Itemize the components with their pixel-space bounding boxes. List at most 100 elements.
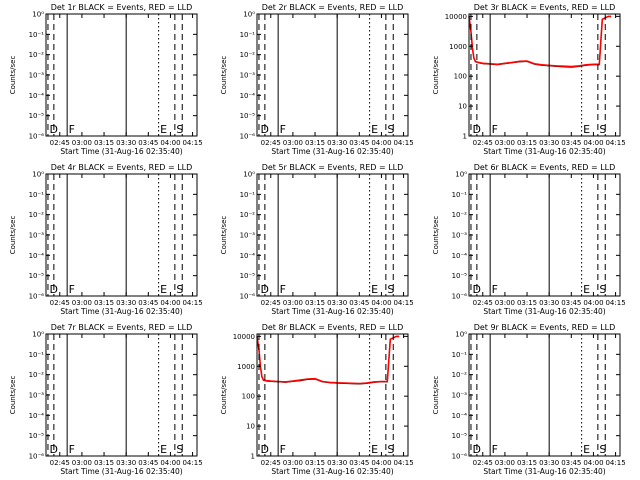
x-axis-label: Start Time (31-Aug-16 02:35:40) (60, 467, 182, 476)
x-tick-label: 04:00 (583, 139, 603, 147)
chart-panel: Det 1r BLACK = Events, RED = LLDDFES02:4… (9, 3, 203, 156)
chart-title: Det 4r BLACK = Events, RED = LLD (51, 163, 193, 172)
y-tick-label: 10⁻⁶ (29, 133, 45, 141)
y-tick-label: 10⁻² (29, 51, 45, 59)
x-tick-label: 02:45 (261, 139, 281, 147)
x-tick-label: 04:00 (371, 459, 391, 467)
x-tick-label: 03:00 (72, 299, 92, 307)
x-tick-label: 03:15 (305, 459, 325, 467)
event-marker-label: E (371, 283, 378, 296)
x-tick-label: 04:00 (371, 139, 391, 147)
y-tick-label: 10⁻³ (29, 72, 45, 80)
y-tick-label: 10⁻³ (452, 232, 468, 240)
event-marker-label: S (387, 283, 394, 296)
x-tick-label: 03:15 (517, 299, 537, 307)
y-tick-label: 10⁻⁴ (240, 252, 256, 260)
y-axis-label: Counts/sec (9, 376, 17, 415)
x-tick-label: 03:15 (94, 459, 114, 467)
y-tick-label: 10⁻⁶ (240, 293, 256, 301)
chart-panel: Det 7r BLACK = Events, RED = LLDDFES02:4… (9, 323, 203, 476)
x-tick-label: 03:30 (327, 459, 347, 467)
event-marker-label: S (176, 283, 183, 296)
y-tick-label: 1000 (237, 363, 255, 371)
y-axis-label: Counts/sec (220, 56, 228, 95)
x-tick-label: 03:15 (517, 139, 537, 147)
y-tick-label: 10⁻⁵ (29, 112, 45, 120)
x-tick-label: 03:30 (327, 139, 347, 147)
event-marker-label: F (492, 123, 498, 136)
x-tick-label: 03:15 (517, 459, 537, 467)
x-tick-label: 03:00 (495, 299, 515, 307)
x-tick-label: 04:15 (182, 139, 202, 147)
x-tick-label: 04:00 (160, 139, 180, 147)
y-tick-label: 10⁰ (455, 331, 467, 339)
chart-title: Det 9r BLACK = Events, RED = LLD (474, 323, 616, 332)
x-tick-label: 03:45 (561, 299, 581, 307)
y-tick-label: 10⁻⁶ (29, 293, 45, 301)
x-tick-label: 03:30 (116, 459, 136, 467)
x-axis-label: Start Time (31-Aug-16 02:35:40) (271, 307, 393, 316)
chart-title: Det 2r BLACK = Events, RED = LLD (262, 3, 404, 12)
event-marker-label: F (492, 443, 498, 456)
x-tick-label: 03:45 (138, 139, 158, 147)
event-marker-label: S (599, 443, 606, 456)
x-tick-label: 03:15 (94, 139, 114, 147)
x-axis-label: Start Time (31-Aug-16 02:35:40) (271, 467, 393, 476)
y-tick-label: 10⁻⁵ (240, 112, 256, 120)
y-tick-label: 10⁻³ (452, 392, 468, 400)
x-tick-label: 02:45 (50, 139, 70, 147)
x-tick-label: 04:00 (160, 299, 180, 307)
y-axis-label: Counts/sec (432, 56, 440, 95)
y-tick-label: 10⁻¹ (452, 191, 468, 199)
x-tick-label: 03:45 (349, 139, 369, 147)
y-tick-label: 10⁻² (452, 371, 468, 379)
y-tick-label: 10 (246, 423, 255, 431)
y-tick-label: 1 (251, 453, 255, 461)
y-tick-label: 10⁻¹ (240, 191, 256, 199)
plot-frame (468, 13, 621, 137)
y-axis-label: Counts/sec (432, 216, 440, 255)
x-tick-label: 03:15 (94, 299, 114, 307)
y-tick-label: 10⁻⁶ (452, 453, 468, 461)
plot-frame (256, 333, 409, 457)
y-tick-label: 10⁻⁴ (29, 92, 45, 100)
event-marker-label: E (160, 443, 167, 456)
x-tick-label: 04:15 (605, 139, 625, 147)
event-marker-label: F (69, 283, 75, 296)
y-tick-label: 10⁻⁶ (452, 293, 468, 301)
x-axis-label: Start Time (31-Aug-16 02:35:40) (483, 147, 605, 156)
x-tick-label: 03:45 (138, 299, 158, 307)
x-tick-label: 04:00 (583, 459, 603, 467)
y-tick-label: 10⁻⁶ (240, 133, 256, 141)
x-tick-label: 03:15 (305, 139, 325, 147)
x-tick-label: 03:00 (495, 459, 515, 467)
x-tick-label: 03:30 (116, 139, 136, 147)
y-tick-label: 10⁻³ (240, 232, 256, 240)
x-tick-label: 04:00 (371, 299, 391, 307)
y-tick-label: 10⁻⁴ (29, 252, 45, 260)
y-axis-label: Counts/sec (9, 56, 17, 95)
y-tick-label: 100 (454, 73, 467, 81)
x-tick-label: 04:00 (583, 299, 603, 307)
x-tick-label: 02:45 (261, 299, 281, 307)
y-tick-label: 10⁻¹ (240, 31, 256, 39)
x-tick-label: 04:15 (393, 459, 413, 467)
plot-frame (45, 173, 198, 297)
x-tick-label: 04:15 (605, 459, 625, 467)
chart-panel: Det 5r BLACK = Events, RED = LLDDFES02:4… (220, 163, 414, 316)
x-tick-label: 03:15 (305, 299, 325, 307)
x-tick-label: 03:45 (349, 299, 369, 307)
x-tick-label: 03:30 (539, 299, 559, 307)
x-tick-label: 03:00 (72, 139, 92, 147)
x-tick-label: 03:45 (561, 139, 581, 147)
x-tick-label: 04:15 (393, 139, 413, 147)
event-marker-label: F (69, 443, 75, 456)
y-tick-label: 10⁻⁴ (29, 412, 45, 420)
plot-frame (468, 333, 621, 457)
x-tick-label: 02:45 (473, 139, 493, 147)
chart-title: Det 5r BLACK = Events, RED = LLD (262, 163, 404, 172)
chart-title: Det 1r BLACK = Events, RED = LLD (51, 3, 193, 12)
event-marker-label: E (160, 283, 167, 296)
chart-panel: Det 8r BLACK = Events, RED = LLDDFES02:4… (220, 323, 414, 476)
